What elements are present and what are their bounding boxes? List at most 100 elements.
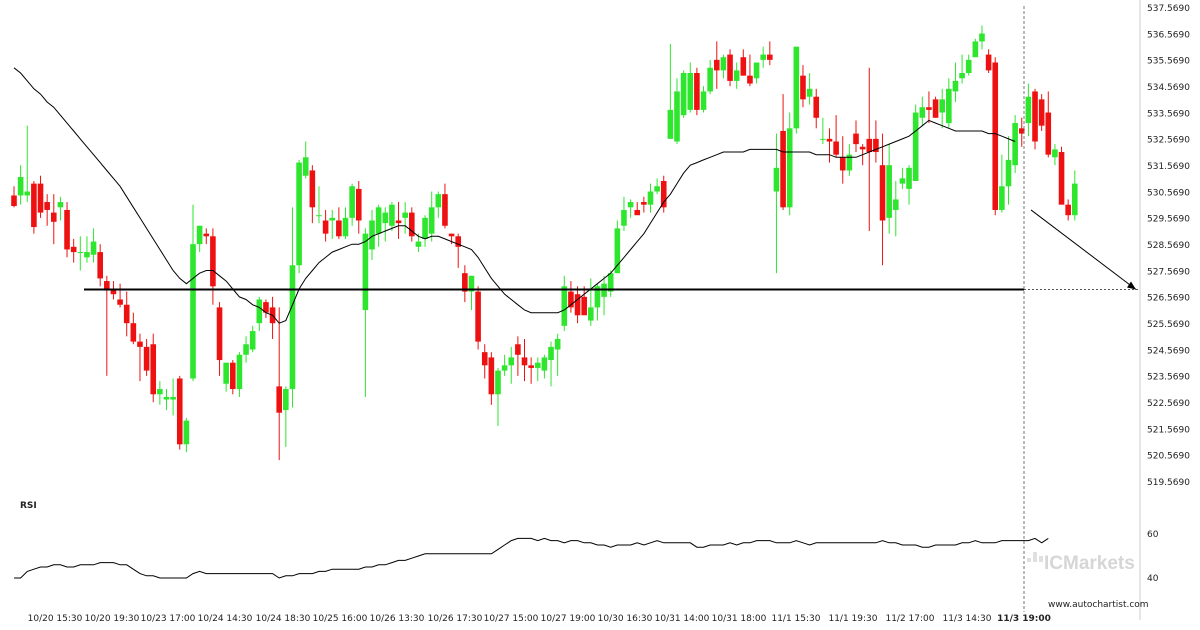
candle-body — [534, 362, 541, 368]
candle-body — [1058, 152, 1065, 205]
candle-body — [137, 341, 143, 347]
candle-body — [740, 57, 747, 76]
candle-body — [561, 286, 568, 326]
candle-body — [481, 352, 488, 366]
candle-body — [806, 88, 813, 97]
candle-body — [97, 252, 103, 279]
candle-body — [1025, 96, 1032, 124]
y-tick-label: 533.5690 — [1147, 109, 1190, 119]
candle-body — [515, 344, 521, 355]
candle-body — [462, 273, 468, 292]
candle-body — [528, 365, 534, 368]
candle-body — [150, 344, 157, 395]
candle-body — [508, 357, 515, 366]
candle-body — [223, 362, 229, 384]
candle-body — [886, 165, 892, 218]
candle-body — [475, 291, 481, 342]
candle-body — [329, 217, 336, 221]
x-tick-label: 10/23 17:00 — [141, 614, 196, 624]
y-tick-label: 519.5690 — [1147, 478, 1190, 488]
candle-body — [627, 202, 634, 208]
candle-body — [820, 138, 826, 140]
candle-body — [753, 62, 760, 79]
x-tick-label: 10/24 14:30 — [198, 614, 253, 624]
candle-body — [833, 141, 839, 155]
candle-body — [170, 396, 176, 400]
candle-body — [495, 370, 501, 395]
candle-body — [389, 204, 395, 226]
y-tick-label: 522.5690 — [1147, 399, 1190, 409]
candle-body — [614, 228, 621, 274]
candle-body — [680, 73, 687, 116]
moving-average-line — [13, 67, 1016, 324]
candle-body — [654, 186, 660, 192]
candle-body — [183, 420, 190, 445]
candle-body — [999, 186, 1005, 210]
candle-body — [130, 323, 137, 342]
x-axis: 10/20 15:30 10/20 19:30 10/23 17:00 10/24 1… — [28, 614, 1051, 624]
candle-body — [50, 212, 57, 222]
candle-body — [422, 217, 428, 239]
candle-body — [501, 365, 508, 371]
x-tick-label: 10/31 14:00 — [655, 614, 710, 624]
candle-body — [906, 167, 912, 189]
candle-body — [409, 212, 415, 237]
candle-body — [203, 233, 210, 237]
candle-body — [468, 275, 475, 292]
candle-body — [143, 346, 150, 371]
candle-body — [11, 195, 17, 207]
candle-body — [581, 296, 587, 316]
candle-body — [979, 33, 985, 42]
candle-body — [362, 233, 369, 311]
candle-body — [455, 236, 462, 247]
candle-body — [163, 396, 170, 400]
candle-body — [402, 212, 408, 218]
candle-body — [892, 199, 899, 210]
candle-body — [687, 73, 694, 110]
y-tick-label: 523.5690 — [1147, 373, 1190, 383]
candle-body — [767, 54, 773, 60]
y-tick-label: 537.5690 — [1147, 4, 1190, 14]
rsi-line — [14, 537, 1049, 579]
candle-body — [1052, 149, 1058, 158]
candle-body — [621, 209, 627, 226]
candle-body — [700, 91, 707, 110]
rsi-tick-label: 60 — [1147, 530, 1159, 540]
candle-body — [37, 183, 44, 213]
candle-body — [31, 183, 37, 228]
candle-body — [839, 157, 846, 171]
candle-body — [349, 186, 355, 218]
candle-body — [369, 220, 375, 250]
y-tick-label: 531.5690 — [1147, 162, 1190, 172]
x-tick-label: 10/30 16:30 — [598, 614, 653, 624]
candle-body — [647, 191, 654, 205]
x-tick-label: 10/25 16:00 — [313, 614, 368, 624]
candle-body — [176, 378, 183, 445]
candle-body — [236, 354, 243, 390]
candle-body — [157, 389, 163, 395]
candle-body — [780, 130, 786, 208]
candle-body — [939, 99, 945, 113]
candle-body — [568, 291, 574, 308]
candle-body — [322, 220, 329, 234]
y-tick-label: 534.5690 — [1147, 83, 1190, 93]
candle-body — [899, 178, 906, 184]
candle-body — [548, 346, 554, 361]
x-tick-label: 10/20 15:30 — [28, 614, 83, 624]
candle-body — [77, 252, 84, 254]
rsi-label: RSI — [20, 501, 37, 511]
y-tick-label: 524.5690 — [1147, 346, 1190, 356]
candle-body — [713, 59, 720, 71]
candle-body — [873, 138, 879, 153]
candle-body — [879, 165, 886, 221]
candle-body — [316, 215, 322, 217]
candle-body — [229, 362, 236, 390]
brand-watermark: ICMarkets — [1044, 553, 1135, 574]
candle-body — [90, 241, 97, 255]
candle-body — [694, 73, 700, 110]
candle-body — [952, 80, 959, 92]
candle-body — [1072, 183, 1078, 216]
x-tick-label: 11/3 19:00 — [997, 614, 1051, 624]
candle-body — [256, 299, 263, 324]
